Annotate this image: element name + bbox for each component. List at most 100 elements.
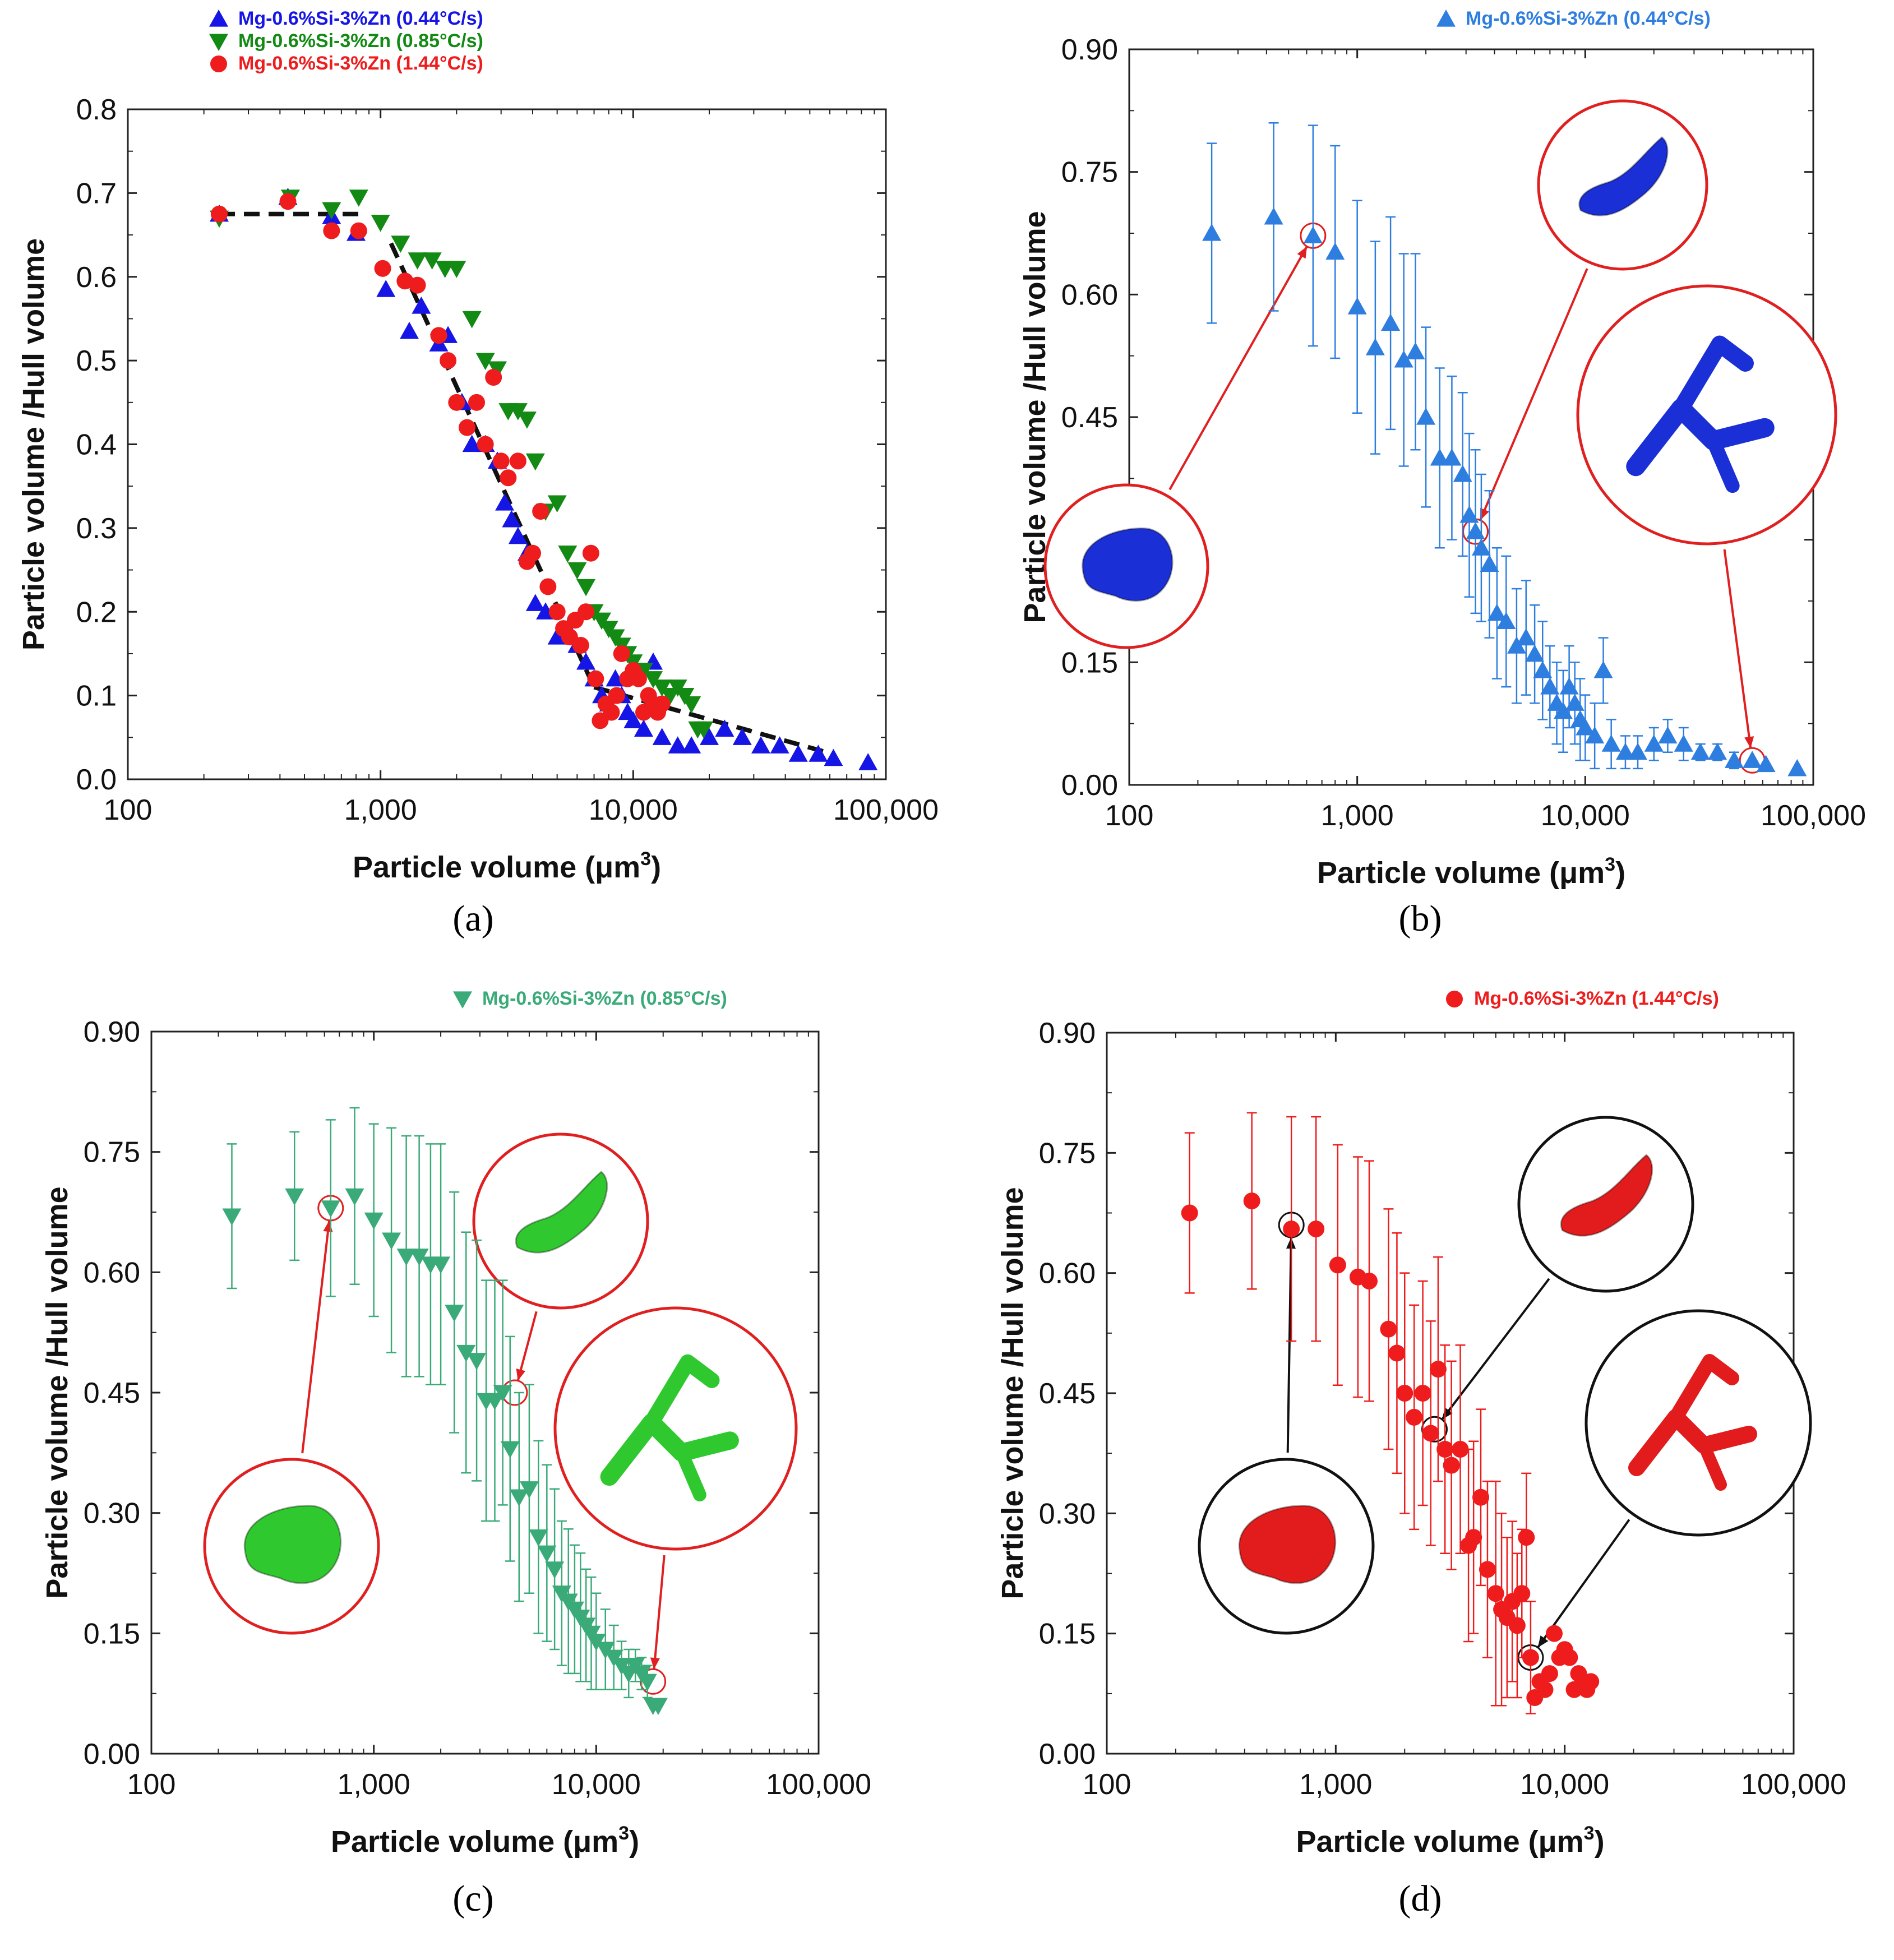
- particle-arm: [1669, 1354, 1739, 1425]
- data-point: [1743, 751, 1762, 768]
- inset-arrowhead: [1297, 246, 1308, 259]
- data-point: [364, 1212, 384, 1230]
- chart-c: 100 1,000 10,000 100,000 0.00 0.15 0.30 0.45 0.6…: [40, 988, 871, 1919]
- data-point: [539, 578, 557, 595]
- particle-3d-compact-blob: [243, 1505, 342, 1584]
- particle-3d-branched: [1628, 1354, 1757, 1491]
- data-point: [1756, 755, 1776, 773]
- data-point: [285, 1188, 304, 1206]
- data-point: [1442, 448, 1462, 466]
- chart-b: 1001,00010,000100,0000.000.150.300.450.6…: [1018, 8, 1866, 939]
- data-point: [682, 736, 701, 754]
- y-tick-label: 0.75: [1061, 156, 1118, 189]
- x-axis-title-end: ): [651, 850, 661, 884]
- chart-d: 100 1,000 10,000 100,000 0.00 0.15 0.30 0.45 0.6…: [996, 988, 1846, 1919]
- x-axis-title-sup: 3: [618, 1823, 629, 1844]
- x-axis-title-main: Particle volume (μm: [331, 1825, 618, 1859]
- particle-3d-elongated: [515, 1171, 608, 1254]
- x-tick-label: 100,000: [1741, 1768, 1846, 1801]
- particle-arm: [1626, 399, 1775, 477]
- data-point: [1361, 1272, 1378, 1289]
- x-axis-title: Particle volume (μm3): [1296, 1823, 1604, 1859]
- data-point: [732, 728, 752, 745]
- data-point: [509, 452, 526, 470]
- x-tick-label: 100,000: [833, 794, 939, 826]
- panel-a: 100 1,000 10,000 100,000 0.0 0.1 0.2 0.3 0.4 0.5 0…: [0, 0, 947, 980]
- data-point: [1406, 342, 1425, 359]
- x-tick-label: 1,000: [338, 1768, 410, 1801]
- data-point: [477, 436, 494, 453]
- data-point: [1508, 1617, 1526, 1634]
- x-tick-label: 100: [127, 1768, 176, 1801]
- y-axis-title: Particle volume /Hull volume: [996, 1187, 1029, 1599]
- data-point: [858, 753, 878, 770]
- data-point: [1545, 1625, 1563, 1642]
- data-point: [582, 544, 599, 562]
- x-tick-label: 100: [104, 794, 153, 826]
- data-point: [1525, 644, 1545, 662]
- y-tick-label: 0.75: [84, 1136, 140, 1169]
- figure-caption: (c): [452, 1878, 493, 1919]
- inset-arrow: [1168, 246, 1308, 491]
- data-point: [1414, 1385, 1431, 1402]
- data-point: [537, 1545, 557, 1563]
- data-point: [1422, 1425, 1439, 1442]
- data-point: [279, 193, 297, 210]
- data-point: [502, 510, 521, 528]
- data-point: [1394, 350, 1413, 368]
- trend-line: [593, 685, 834, 757]
- x-tick-label: 100: [1105, 799, 1154, 832]
- inset-arrowhead: [1537, 1635, 1549, 1648]
- panel-d: 100 1,000 10,000 100,000 0.00 0.15 0.30 0.45 0.6…: [947, 980, 1894, 1960]
- data-point: [1615, 742, 1635, 760]
- data-point: [532, 503, 549, 520]
- data-point: [668, 736, 687, 754]
- highlight-circle: [640, 1668, 667, 1695]
- data-point: [699, 728, 719, 745]
- data-point: [638, 1674, 657, 1691]
- y-tick-label: 0.0: [76, 764, 117, 796]
- data-point: [1522, 1649, 1539, 1666]
- x-tick-label: 10,000: [552, 1768, 641, 1801]
- data-point: [345, 1188, 364, 1206]
- x-axis-title-sup: 3: [1584, 1823, 1595, 1844]
- x-axis-title-end: ): [1615, 856, 1625, 890]
- legend-marker: [1436, 10, 1456, 27]
- y-tick-label: 0.30: [1039, 1497, 1096, 1530]
- data-point: [1480, 554, 1499, 572]
- data-point: [576, 579, 596, 597]
- x-axis-title-main: Particle volume (μm: [1296, 1825, 1583, 1859]
- data-point: [508, 526, 528, 544]
- data-point: [587, 670, 604, 687]
- y-tick-label: 0.75: [1039, 1137, 1096, 1169]
- data-point: [350, 222, 367, 239]
- inset-circle: [553, 1306, 798, 1551]
- data-point: [422, 252, 442, 270]
- data-point: [440, 352, 457, 369]
- data-point: [525, 453, 545, 471]
- y-tick-label: 0.60: [1061, 279, 1118, 311]
- data-point: [1365, 338, 1385, 355]
- data-point: [517, 412, 537, 429]
- inset-arrow: [516, 1311, 538, 1381]
- data-point: [1690, 742, 1710, 760]
- particle-arm: [1673, 335, 1754, 417]
- y-tick-label: 0.2: [76, 596, 117, 628]
- y-tick-label: 0.1: [76, 680, 117, 713]
- particle-3d-branched: [1626, 335, 1775, 493]
- inset-arrowhead: [516, 1368, 526, 1381]
- y-tick-label: 0.45: [1039, 1377, 1096, 1410]
- data-point: [660, 688, 680, 705]
- data-point: [1466, 522, 1485, 539]
- data-point: [630, 670, 647, 687]
- data-point: [376, 280, 396, 297]
- data-point: [548, 603, 566, 621]
- y-axis-title: Particle volume /Hull volume: [40, 1186, 74, 1598]
- data-point: [456, 1344, 476, 1362]
- x-axis-title: Particle volume (μm3): [1317, 854, 1625, 890]
- y-tick-label: 0.7: [76, 177, 117, 210]
- data-point: [371, 215, 390, 232]
- data-point: [349, 189, 368, 207]
- data-point: [396, 1249, 416, 1266]
- data-point: [1380, 1320, 1397, 1338]
